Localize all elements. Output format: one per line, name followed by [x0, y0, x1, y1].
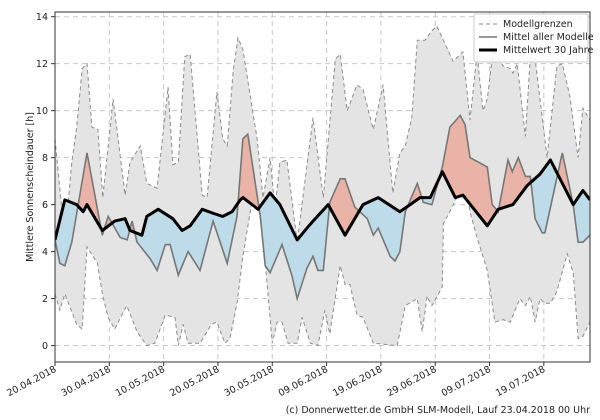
y-axis: 0 2 4 6 8 10 12 14 — [36, 12, 55, 352]
x-tick-label: 29.06.2018 — [385, 364, 438, 399]
x-tick-label: 20.04.2018 — [5, 364, 58, 399]
y-axis-label: Mittlere Sonnenscheindauer [h] — [25, 112, 36, 262]
y-tick-label: 8 — [42, 153, 48, 164]
x-tick-label: 09.06.2018 — [277, 364, 330, 399]
x-tick-label: 30.05.2018 — [222, 364, 275, 399]
model-upper-bound-line — [55, 25, 590, 243]
model-mean-line — [55, 113, 590, 302]
y-tick-label: 2 — [42, 294, 48, 305]
x-tick-label: 09.07.2018 — [440, 364, 493, 399]
legend-label-climate: Mittelwert 30 Jahre — [503, 45, 593, 56]
y-tick-label: 14 — [36, 12, 48, 23]
y-tick-label: 6 — [42, 200, 48, 211]
x-tick-label: 19.07.2018 — [494, 364, 547, 399]
x-tick-label: 19.06.2018 — [331, 364, 384, 399]
y-tick-label: 12 — [36, 59, 48, 70]
y-tick-label: 10 — [36, 106, 48, 117]
y-tick-label: 0 — [42, 341, 48, 352]
y-tick-label: 4 — [42, 247, 48, 258]
legend-label-bounds: Modellgrenzen — [503, 19, 573, 30]
climate-30y-mean-line — [55, 158, 590, 242]
legend: Modellgrenzen Mittel aller Modelle Mitte… — [473, 13, 594, 63]
x-tick-label: 30.04.2018 — [60, 364, 113, 399]
model-range-band — [55, 26, 590, 346]
plot-frame — [54, 11, 591, 363]
legend-label-mean: Mittel aller Modelle — [503, 32, 594, 43]
x-axis: 20.04.2018 30.04.2018 10.05.2018 20.05.2018… — [5, 362, 547, 399]
x-tick-label: 10.05.2018 — [114, 364, 167, 399]
above-average-fill — [55, 115, 590, 240]
model-lower-bound-line — [55, 176, 590, 347]
x-tick-label: 20.05.2018 — [168, 364, 221, 399]
copyright-credit: (c) Donnerwetter.de GmbH SLM-Modell, Lau… — [285, 405, 590, 416]
legend-box — [473, 13, 589, 63]
